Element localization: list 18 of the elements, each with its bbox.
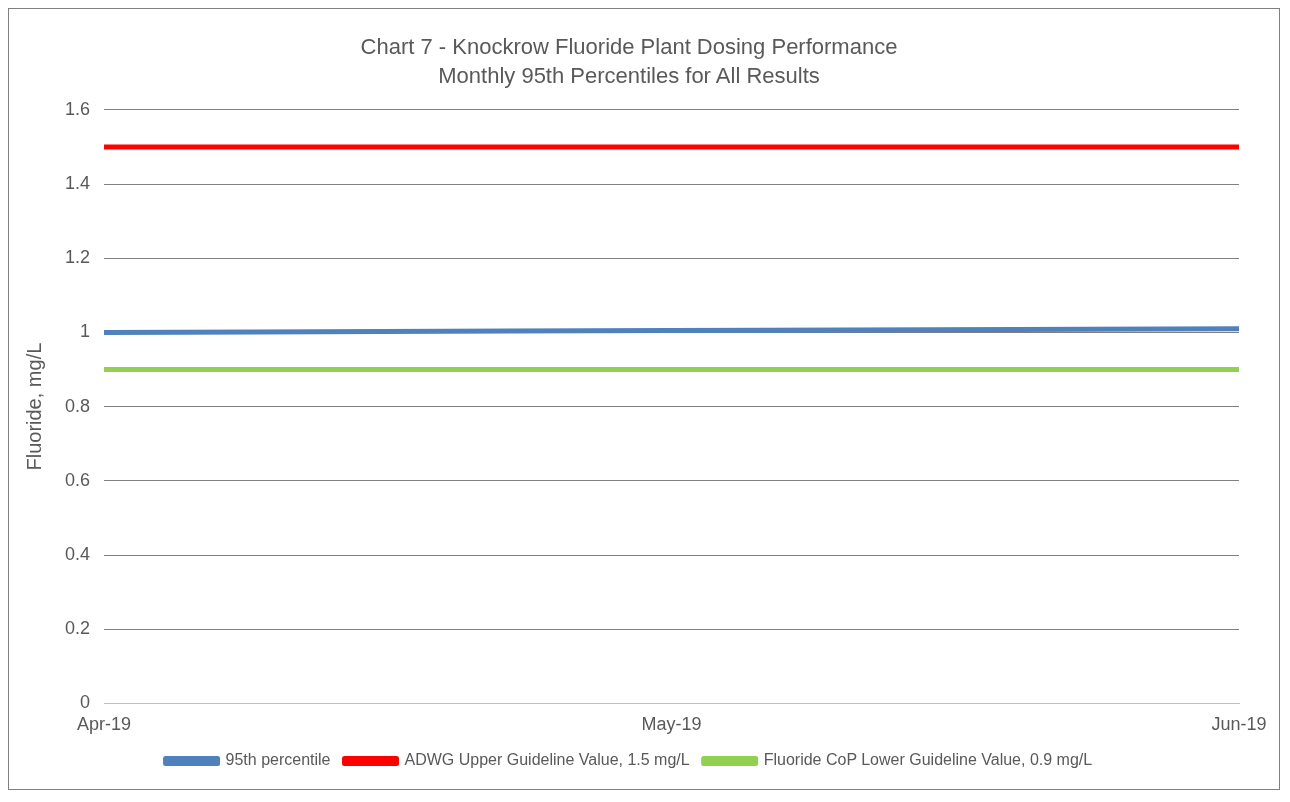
y-tick-label: 0.4 [64,543,91,564]
y-tick-label: 1.6 [64,98,91,119]
y-tick-label: 0.2 [64,618,91,639]
y-axis-title: Fluoride, mg/L [22,342,45,471]
y-tick-label: 0.6 [64,469,91,490]
legend-label: ADWG Upper Guideline Value, 1.5 mg/L [404,751,690,769]
chart-title: Chart 7 - Knockrow Fluoride Plant Dosing Performance [360,34,898,60]
x-tick-label: May-19 [641,714,702,735]
x-tick-label: Apr-19 [77,714,132,735]
x-tick-label: Jun-19 [1211,714,1267,735]
y-tick-label: 0.8 [64,395,91,416]
y-tick-label: 1.2 [64,247,91,268]
y-tick-label: 1 [80,321,91,342]
y-tick-label: 0 [80,692,91,713]
legend-label: Fluoride CoP Lower Guideline Value, 0.9 mg/L [763,751,1093,769]
legend-label: 95th percentile [225,751,331,769]
y-tick-label: 1.4 [64,172,91,193]
chart-subtitle: Monthly 95th Percentiles for All Results [438,62,820,88]
